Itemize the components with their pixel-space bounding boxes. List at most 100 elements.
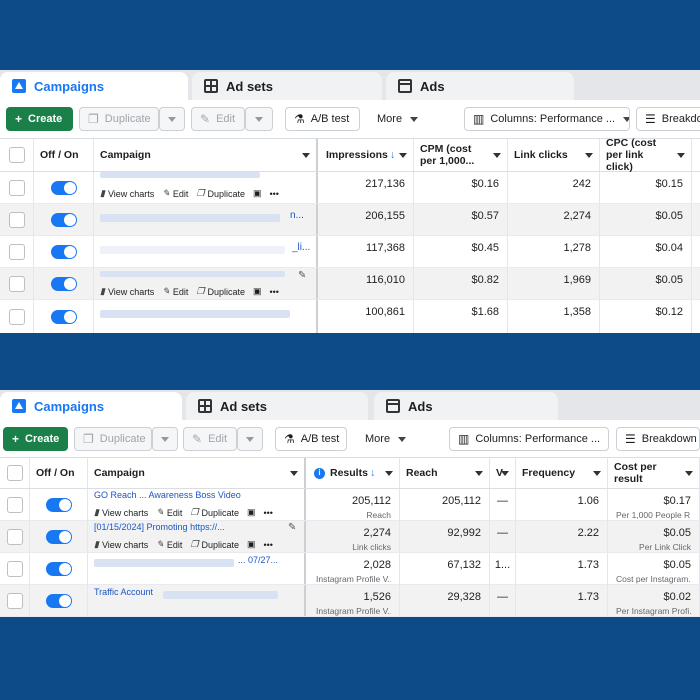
campaign-toggle[interactable] (51, 213, 77, 227)
columns-button[interactable]: ▥ Columns: Performance ... (449, 427, 609, 451)
ab-test-button[interactable]: ⚗ A/B test (275, 427, 347, 451)
campaign-cell[interactable]: _li... (94, 236, 318, 267)
image-icon[interactable]: ▣ (252, 286, 262, 296)
image-icon[interactable]: ▣ (246, 539, 256, 549)
campaign-toggle[interactable] (51, 310, 77, 324)
header-reach[interactable]: Reach (400, 458, 490, 488)
header-off-on[interactable]: Off / On (34, 139, 94, 171)
table-row[interactable]: Traffic Account 1,526 Instagram Profile V… (0, 585, 700, 617)
row-checkbox[interactable] (9, 276, 25, 292)
tab-campaigns[interactable]: Campaigns (0, 392, 182, 420)
tab-ad-sets[interactable]: Ad sets (192, 72, 382, 100)
header-v[interactable]: V (490, 458, 516, 488)
campaign-cell[interactable]: ✎ ▮ View charts ✎ Edit ❐ Duplicate ▣ ••• (94, 268, 318, 299)
row-checkbox[interactable] (9, 212, 25, 228)
table-row[interactable]: [01/15/2024] Promoting https://... ✎ ▮ Vi… (0, 521, 700, 553)
header-cost-per-result[interactable]: Cost per result (608, 458, 700, 488)
columns-button[interactable]: ▥ Columns: Performance ... (464, 107, 630, 131)
header-results[interactable]: i Results ↓ (308, 458, 400, 488)
campaign-toggle[interactable] (51, 245, 77, 259)
more-options-icon[interactable]: ••• (263, 539, 273, 550)
header-frequency[interactable]: Frequency (516, 458, 608, 488)
more-button[interactable]: More (368, 107, 428, 131)
table-row[interactable]: _li... 117,368 $0.45 1,278 $0.04 (0, 236, 700, 268)
image-icon[interactable]: ▣ (252, 188, 262, 198)
table-row[interactable]: ✎ ▮ View charts ✎ Edit ❐ Duplicate ▣ ••• 11… (0, 268, 700, 300)
table-row[interactable]: 100,861 $1.68 1,358 $0.12 (0, 300, 700, 333)
campaign-toggle[interactable] (46, 594, 72, 608)
table-row[interactable]: n... 206,155 $0.57 2,274 $0.05 (0, 204, 700, 236)
edit-button[interactable]: ✎ Edit (191, 107, 245, 131)
header-impressions[interactable]: Impressions ↓ (320, 139, 414, 171)
tab-ads[interactable]: Ads (386, 72, 574, 100)
pencil-icon[interactable]: ✎ (298, 270, 307, 281)
edit-action[interactable]: ✎ Edit (162, 286, 188, 297)
table-row[interactable]: ▮ View charts ✎ Edit ❐ Duplicate ▣ ••• 217,… (0, 172, 700, 204)
campaign-name-link[interactable]: ... 07/27... (238, 555, 279, 565)
campaign-cell[interactable] (94, 300, 318, 333)
table-row[interactable]: ... 07/27... 2,028 Instagram Profile V...… (0, 553, 700, 585)
view-charts-action[interactable]: ▮ View charts (94, 539, 148, 550)
campaign-cell[interactable]: Traffic Account (88, 585, 306, 616)
create-button[interactable]: + Create (6, 107, 73, 131)
duplicate-dropdown[interactable] (159, 107, 185, 131)
pencil-icon[interactable]: ✎ (288, 522, 297, 533)
campaign-name-link[interactable]: Traffic Account (94, 587, 154, 597)
row-checkbox[interactable] (7, 529, 23, 545)
campaign-cell[interactable]: ▮ View charts ✎ Edit ❐ Duplicate ▣ ••• (94, 172, 318, 203)
header-cpc[interactable]: CPC (cost per link click) (600, 137, 692, 173)
more-button[interactable]: More (356, 427, 416, 451)
duplicate-dropdown[interactable] (152, 427, 178, 451)
more-options-icon[interactable]: ••• (263, 507, 273, 518)
campaign-toggle[interactable] (46, 530, 72, 544)
edit-action[interactable]: ✎ Edit (162, 188, 188, 199)
campaign-toggle[interactable] (46, 498, 72, 512)
edit-action[interactable]: ✎ Edit (156, 507, 182, 518)
campaign-cell[interactable]: n... (94, 204, 318, 235)
info-icon[interactable]: i (314, 467, 325, 479)
header-campaign[interactable]: Campaign (88, 458, 306, 488)
view-charts-action[interactable]: ▮ View charts (94, 507, 148, 518)
row-checkbox[interactable] (7, 497, 23, 513)
row-checkbox[interactable] (7, 593, 23, 609)
tab-ad-sets[interactable]: Ad sets (186, 392, 368, 420)
header-campaign[interactable]: Campaign (94, 139, 318, 171)
campaign-cell[interactable]: [01/15/2024] Promoting https://... ✎ ▮ Vi… (88, 521, 306, 552)
view-charts-action[interactable]: ▮ View charts (100, 286, 154, 297)
more-options-icon[interactable]: ••• (269, 286, 279, 297)
row-checkbox[interactable] (7, 561, 23, 577)
edit-action[interactable]: ✎ Edit (156, 539, 182, 550)
duplicate-action[interactable]: ❐ Duplicate (196, 286, 245, 297)
campaign-name-link[interactable]: GO Reach ... Awareness Boss Video (94, 490, 241, 500)
duplicate-action[interactable]: ❐ Duplicate (190, 539, 239, 550)
breakdown-button[interactable]: ☰ Breakdo (636, 107, 700, 131)
header-off-on[interactable]: Off / On (30, 458, 88, 488)
create-button[interactable]: + Create (3, 427, 68, 451)
campaign-name-link[interactable]: [01/15/2024] Promoting https://... (94, 522, 225, 532)
campaign-toggle[interactable] (51, 277, 77, 291)
row-checkbox[interactable] (9, 244, 25, 260)
more-options-icon[interactable]: ••• (269, 188, 279, 199)
breakdown-button[interactable]: ☰ Breakdown (616, 427, 700, 451)
select-all-checkbox[interactable] (7, 465, 23, 481)
duplicate-action[interactable]: ❐ Duplicate (190, 507, 239, 518)
duplicate-action[interactable]: ❐ Duplicate (196, 188, 245, 199)
table-row[interactable]: GO Reach ... Awareness Boss Video ▮ View … (0, 489, 700, 521)
image-icon[interactable]: ▣ (246, 507, 256, 517)
duplicate-button[interactable]: ❐ Duplicate (79, 107, 159, 131)
campaign-toggle[interactable] (51, 181, 77, 195)
campaign-toggle[interactable] (46, 562, 72, 576)
tab-campaigns[interactable]: Campaigns (0, 72, 188, 100)
select-all-checkbox[interactable] (9, 147, 25, 163)
header-link-clicks[interactable]: Link clicks (508, 139, 600, 171)
tab-ads[interactable]: Ads (374, 392, 558, 420)
campaign-cell[interactable]: ... 07/27... (88, 553, 306, 584)
view-charts-action[interactable]: ▮ View charts (100, 188, 154, 199)
row-checkbox[interactable] (9, 309, 25, 325)
ab-test-button[interactable]: ⚗ A/B test (285, 107, 360, 131)
edit-button[interactable]: ✎ Edit (183, 427, 237, 451)
campaign-cell[interactable]: GO Reach ... Awareness Boss Video ▮ View … (88, 489, 306, 520)
header-cpm[interactable]: CPM (cost per 1,000... (414, 139, 508, 171)
edit-dropdown[interactable] (245, 107, 273, 131)
row-checkbox[interactable] (9, 180, 25, 196)
